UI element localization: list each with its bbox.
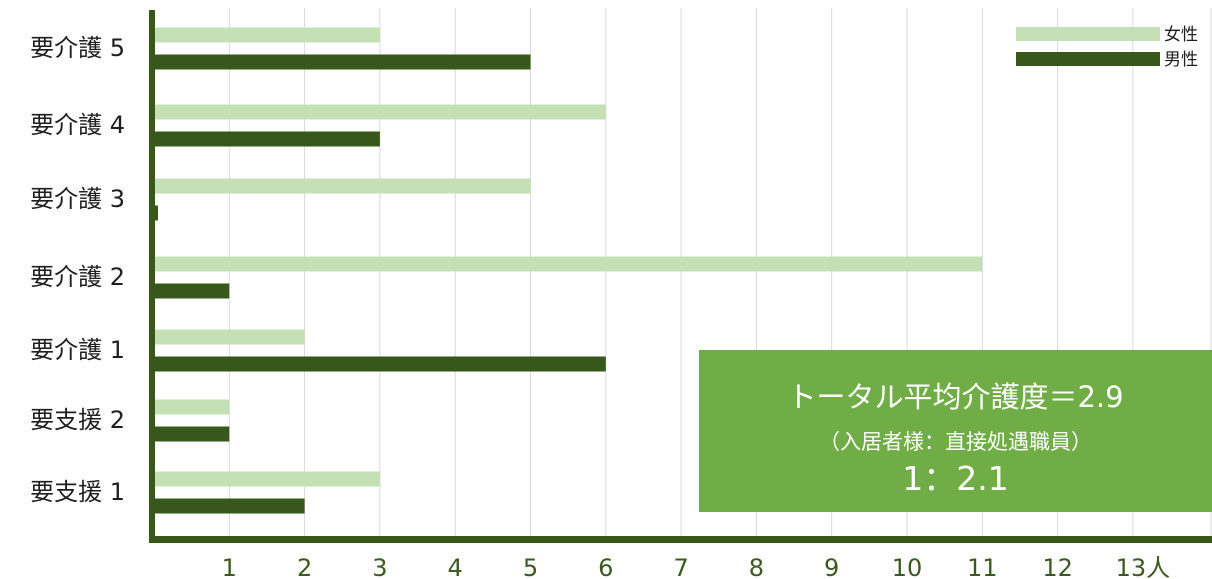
- category-label: 要支援 2: [30, 406, 125, 434]
- bar-female: [154, 399, 230, 415]
- category-label: 要介護 5: [30, 34, 125, 62]
- bar-male: [154, 205, 158, 221]
- category-label: 要介護 3: [30, 185, 125, 213]
- legend-swatch: [1016, 52, 1160, 66]
- tick-labels: 1 2 3 4 5 6 7 8 9 10 11 12 13人: [222, 554, 1171, 579]
- legend-swatch: [1016, 27, 1160, 41]
- bar-male: [154, 426, 230, 442]
- bar-female: [154, 256, 983, 272]
- x-tick-label: 7: [673, 554, 688, 579]
- bar-male: [154, 131, 380, 147]
- bar-male: [154, 54, 531, 70]
- category-label: 要支援 1: [30, 478, 125, 506]
- info-box-title: トータル平均介護度＝2.9: [787, 380, 1124, 414]
- x-tick-label: 9: [824, 554, 839, 579]
- x-tick-label: 6: [598, 554, 613, 579]
- x-tick-label: 12: [1042, 554, 1073, 579]
- legend-label: 女性: [1164, 25, 1198, 45]
- x-tick-label: 13人: [1116, 554, 1171, 579]
- axes: [149, 10, 1212, 543]
- info-box: トータル平均介護度＝2.9 （入居者様：直接処遇職員） 1：2.1: [699, 350, 1212, 512]
- bar-female: [154, 104, 606, 120]
- x-tick-label: 1: [222, 554, 237, 579]
- bar-male: [154, 283, 230, 299]
- x-tick-label: 11: [967, 554, 998, 579]
- category-label: 要介護 2: [30, 263, 125, 291]
- bar-male: [154, 498, 305, 514]
- category-labels: 要介護 5 要介護 4 要介護 3 要介護 2 要介護 1 要支援 2 要支援 1: [30, 34, 125, 506]
- bars: [154, 27, 983, 514]
- legend-label: 男性: [1164, 50, 1198, 70]
- x-tick-label: 3: [372, 554, 387, 579]
- x-tick-label: 10: [892, 554, 923, 579]
- bar-male: [154, 356, 606, 372]
- category-label: 要介護 1: [30, 336, 125, 364]
- info-box-subtitle: （入居者様：直接処遇職員）: [819, 430, 1092, 454]
- bar-female: [154, 471, 380, 487]
- x-tick-label: 2: [297, 554, 312, 579]
- category-label: 要介護 4: [30, 111, 125, 139]
- bar-female: [154, 27, 380, 43]
- y-axis-line: [149, 10, 155, 543]
- bar-female: [154, 329, 305, 345]
- x-tick-label: 4: [448, 554, 463, 579]
- info-box-ratio: 1：2.1: [902, 459, 1009, 498]
- x-tick-label: 5: [523, 554, 538, 579]
- bar-female: [154, 178, 531, 194]
- x-tick-label: 8: [749, 554, 764, 579]
- x-axis-line: [149, 536, 1212, 543]
